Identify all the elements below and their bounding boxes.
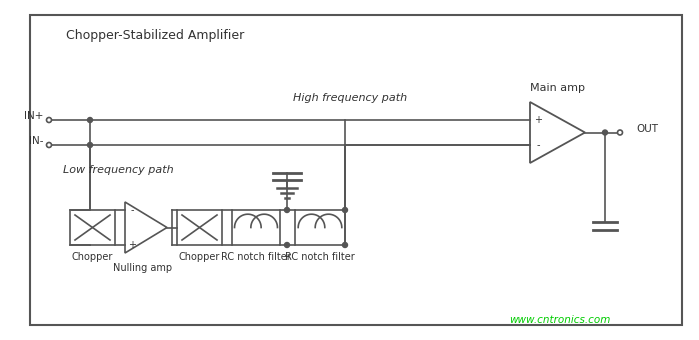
Bar <box>70 210 115 245</box>
Text: www.cntronics.com: www.cntronics.com <box>510 315 611 325</box>
Text: IN+: IN+ <box>24 111 43 121</box>
Text: High frequency path: High frequency path <box>293 93 407 103</box>
Circle shape <box>87 142 92 148</box>
Text: +: + <box>534 115 542 125</box>
Circle shape <box>284 207 289 212</box>
Text: RC notch filter: RC notch filter <box>285 252 355 262</box>
Circle shape <box>617 130 623 135</box>
Text: RC notch filter: RC notch filter <box>221 252 291 262</box>
Text: OUT: OUT <box>636 124 658 135</box>
Text: Chopper: Chopper <box>179 252 220 262</box>
Circle shape <box>343 242 347 248</box>
Text: -: - <box>130 205 134 215</box>
Text: Main amp: Main amp <box>530 83 584 93</box>
Circle shape <box>343 207 347 212</box>
Text: IN-: IN- <box>29 136 43 146</box>
Text: Nulling amp: Nulling amp <box>113 263 173 273</box>
Bar <box>177 210 222 245</box>
Circle shape <box>603 130 607 135</box>
Text: +: + <box>128 240 136 250</box>
Circle shape <box>47 142 52 148</box>
Text: Low frequency path: Low frequency path <box>63 165 173 175</box>
Circle shape <box>87 118 92 122</box>
Bar <box>295 210 345 245</box>
Text: -: - <box>536 140 540 150</box>
Text: Chopper-Stabilized Amplifier: Chopper-Stabilized Amplifier <box>66 29 244 41</box>
Bar <box>232 210 280 245</box>
Circle shape <box>284 242 289 248</box>
Text: Chopper: Chopper <box>72 252 113 262</box>
Circle shape <box>47 118 52 122</box>
